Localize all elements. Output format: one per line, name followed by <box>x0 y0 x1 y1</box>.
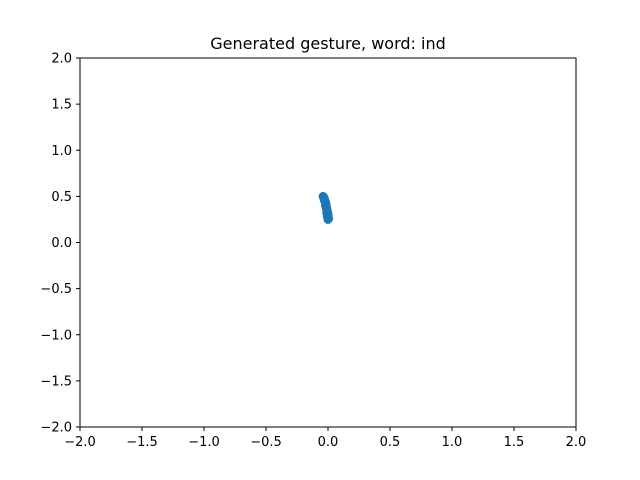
x-tick-label: −1.0 <box>188 435 220 450</box>
x-tick-label: 1.5 <box>504 435 525 450</box>
y-tick-label: −2.0 <box>40 421 72 436</box>
y-tick-label: 0.0 <box>51 236 72 251</box>
chart-title: Generated gesture, word: ind <box>210 34 446 53</box>
x-tick-label: 0.0 <box>318 435 339 450</box>
plot-area <box>79 57 577 428</box>
y-tick-label: 1.0 <box>51 144 72 159</box>
y-tick-label: 1.5 <box>51 98 72 113</box>
data-point <box>323 214 333 224</box>
x-tick-label: 0.5 <box>380 435 401 450</box>
y-tick-label: −1.0 <box>40 328 72 343</box>
y-tick-label: 2.0 <box>51 52 72 67</box>
data-points <box>318 191 334 224</box>
x-tick-label: −1.5 <box>126 435 158 450</box>
y-tick-label: −0.5 <box>40 282 72 297</box>
x-tick-label: 1.0 <box>442 435 463 450</box>
x-tick-label: −2.0 <box>64 435 96 450</box>
x-axis: −2.0 −1.5 −1.0 −0.5 0.0 0.5 1.0 1.5 2.0 <box>64 427 586 450</box>
x-tick-label: −0.5 <box>250 435 282 450</box>
y-tick-label: −1.5 <box>40 374 72 389</box>
x-tick-label: 2.0 <box>566 435 587 450</box>
y-tick-label: 0.5 <box>51 190 72 205</box>
y-axis: −2.0 −1.5 −1.0 −0.5 0.0 0.5 1.0 1.5 2.0 <box>40 52 80 436</box>
